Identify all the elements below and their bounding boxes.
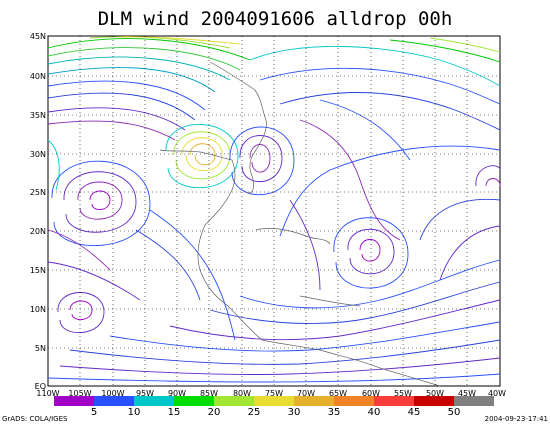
map-title: DLM wind 2004091606 alldrop 00h	[97, 8, 453, 30]
colorbar-swatch	[134, 396, 174, 406]
footer-timestamp: 2004-09-23-17:41	[484, 415, 548, 423]
lon-label: 110W	[36, 389, 59, 398]
colorbar-label: 45	[408, 407, 421, 418]
colorbar-label: 10	[128, 407, 141, 418]
colorbar-label: 20	[208, 407, 221, 418]
colorbar-label: 15	[168, 407, 181, 418]
colorbar-swatch	[454, 396, 494, 406]
lon-label: 70W	[297, 389, 315, 398]
colorbar-label: 25	[248, 407, 261, 418]
lat-label: 15N	[30, 266, 46, 275]
colorbar-label: 35	[328, 407, 341, 418]
lat-label: 40N	[30, 72, 46, 81]
lon-label: 65W	[329, 389, 347, 398]
lat-label: 25N	[30, 188, 46, 197]
lon-label: 75W	[265, 389, 283, 398]
lat-label: 10N	[30, 305, 46, 314]
lon-label: 40W	[488, 389, 506, 398]
latitude-labels: 45N 40N 35N 30N 25N 20N 15N 10N 5N EQ	[30, 32, 46, 391]
lon-label: 55W	[394, 389, 412, 398]
colorbar	[54, 396, 494, 406]
lon-label: 105W	[68, 389, 91, 398]
colorbar-labels: 5 10 15 20 25 30 35 40 45 50	[91, 407, 461, 418]
lon-label: 100W	[101, 389, 124, 398]
lat-label: EQ	[35, 382, 46, 391]
lat-label: 5N	[35, 344, 46, 353]
colorbar-swatch	[214, 396, 254, 406]
colorbar-swatch	[174, 396, 214, 406]
colorbar-swatch	[374, 396, 414, 406]
colorbar-swatch	[334, 396, 374, 406]
colorbar-swatch	[54, 396, 94, 406]
colorbar-swatch	[414, 396, 454, 406]
longitude-labels: 110W 105W 100W 95W 90W 85W 80W 75W 70W 6…	[36, 389, 506, 398]
colorbar-label: 30	[288, 407, 301, 418]
lon-label: 80W	[233, 389, 251, 398]
graticule	[48, 36, 500, 386]
colorbar-label: 40	[368, 407, 381, 418]
lon-label: 50W	[426, 389, 444, 398]
plot-frame	[47, 35, 501, 387]
colorbar-label: 50	[448, 407, 461, 418]
lat-label: 20N	[30, 227, 46, 236]
streamlines	[47, 36, 501, 383]
colorbar-label: 5	[91, 407, 97, 418]
lon-label: 90W	[168, 389, 186, 398]
footer-credit: GrADS: COLA/IGES	[2, 415, 68, 423]
lon-label: 60W	[362, 389, 380, 398]
lon-label: 95W	[136, 389, 154, 398]
lat-label: 30N	[30, 150, 46, 159]
colorbar-swatch	[294, 396, 334, 406]
colorbar-swatch	[94, 396, 134, 406]
lat-label: 45N	[30, 32, 46, 41]
lon-label: 85W	[200, 389, 218, 398]
lat-label: 35N	[30, 111, 46, 120]
colorbar-swatch	[254, 396, 294, 406]
lon-label: 45W	[458, 389, 476, 398]
